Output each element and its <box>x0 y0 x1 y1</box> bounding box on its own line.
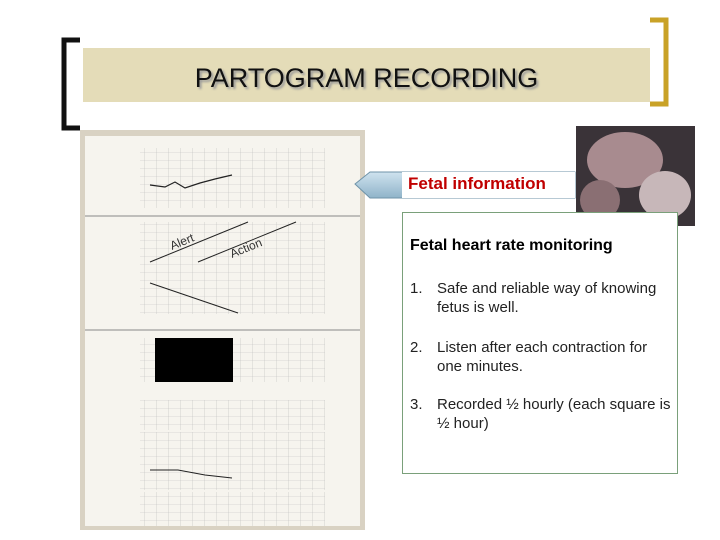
item-number: 1. <box>410 280 423 297</box>
fetus-image <box>576 126 695 226</box>
item-text: Safe and reliable way of knowing fetus i… <box>437 280 657 316</box>
slide-title: PARTOGRAM RECORDING <box>194 63 539 93</box>
item-number: 3. <box>410 396 423 413</box>
right-bracket <box>650 17 669 107</box>
content-heading: Fetal heart rate monitoring <box>410 237 613 254</box>
callout-label: Fetal information <box>408 174 546 193</box>
list-item: 2. Listen after each contraction for one … <box>410 338 672 376</box>
title-bar <box>83 48 650 102</box>
item-text: Listen after each contraction for one mi… <box>437 339 648 375</box>
list-item: 3. Recorded ½ hourly (each square is ½ ho… <box>410 395 672 433</box>
item-text: Recorded ½ hourly (each square is ½ hour… <box>437 396 671 432</box>
callout-box <box>402 172 575 198</box>
list-item: 1. Safe and reliable way of knowing fetus… <box>410 279 672 317</box>
content-box: Fetal heart rate monitoring 1. Safe and r… <box>402 212 678 474</box>
item-number: 2. <box>410 339 423 356</box>
left-bracket <box>61 37 80 131</box>
partogram-image: Alert Action <box>80 130 365 530</box>
